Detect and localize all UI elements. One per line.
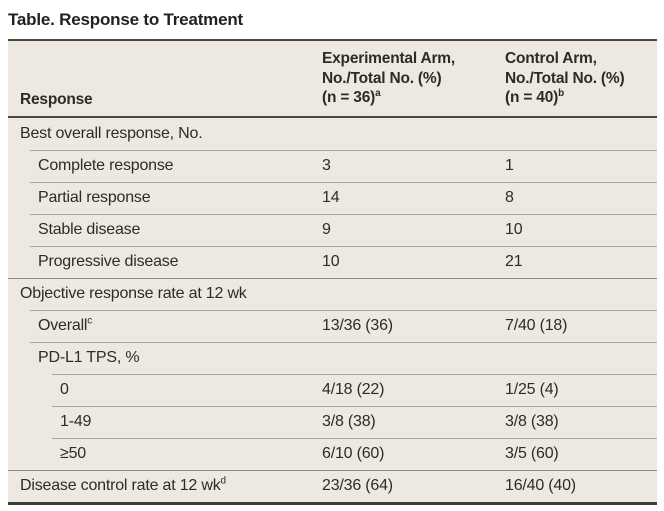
- control-value-cell: 7/40 (18): [505, 317, 568, 334]
- header-line: Control Arm,: [505, 50, 597, 67]
- header-line: No./Total No. (%): [505, 69, 625, 87]
- control-value-cell: 1/25 (4): [505, 381, 559, 398]
- experimental-value-cell: 23/36 (64): [322, 477, 393, 494]
- control-value-cell: [505, 278, 657, 310]
- row-label: 1-49: [60, 413, 92, 430]
- header-line: No./Total No. (%): [322, 69, 442, 87]
- table-section-row: PD-L1 TPS, %: [8, 342, 657, 374]
- table-row: 0 4/18 (22) 1/25 (4): [8, 374, 657, 406]
- table-row: Overallc 13/36 (36) 7/40 (18): [8, 310, 657, 342]
- header-line: Experimental Arm,: [322, 50, 455, 67]
- table-body: Best overall response, No. Complete respo…: [8, 118, 657, 505]
- control-value-cell: 1: [505, 157, 514, 174]
- table-row: ≥50 6/10 (60) 3/5 (60): [8, 438, 657, 470]
- footnote-marker: a: [375, 87, 381, 99]
- table-row: Stable disease 9 10: [8, 214, 657, 246]
- control-value-cell: [505, 342, 657, 374]
- row-label: Overallc: [38, 315, 93, 334]
- control-value-cell: 16/40 (40): [505, 477, 576, 494]
- experimental-value-cell: 6/10 (60): [322, 445, 385, 462]
- row-label: ≥50: [60, 445, 86, 462]
- row-label: 0: [60, 381, 69, 398]
- table-row: Partial response 14 8: [8, 182, 657, 214]
- control-value-cell: [505, 118, 657, 150]
- experimental-value-cell: [322, 342, 505, 374]
- experimental-value-cell: [322, 118, 505, 150]
- footnote-marker: c: [87, 315, 93, 327]
- header-response-column: Response: [20, 90, 93, 108]
- footnote-marker: b: [558, 87, 565, 99]
- row-label: Complete response: [38, 157, 174, 174]
- control-value-cell: 10: [505, 221, 523, 238]
- header-line: (n = 40)b: [505, 87, 565, 106]
- table-row: Disease control rate at 12 wkd 23/36 (64)…: [8, 470, 657, 502]
- row-label: Disease control rate at 12 wkd: [20, 475, 227, 494]
- row-label: Objective response rate at 12 wk: [20, 285, 247, 302]
- row-label: Progressive disease: [38, 253, 179, 270]
- response-table: Response Experimental Arm, No./Total No. …: [8, 39, 657, 505]
- table-section-row: Best overall response, No.: [8, 118, 657, 150]
- experimental-value-cell: 3: [322, 157, 331, 174]
- header-line: (n = 36)a: [322, 87, 381, 106]
- row-label: Best overall response, No.: [20, 125, 203, 142]
- table-title: Table. Response to Treatment: [8, 10, 243, 29]
- control-value-cell: 21: [505, 253, 523, 270]
- table-section-row: Objective response rate at 12 wk: [8, 278, 657, 310]
- experimental-value-cell: 13/36 (36): [322, 317, 393, 334]
- experimental-value-cell: 9: [322, 221, 331, 238]
- experimental-value-cell: 4/18 (22): [322, 381, 385, 398]
- control-value-cell: 3/8 (38): [505, 413, 559, 430]
- experimental-value-cell: [322, 278, 505, 310]
- footnote-marker: d: [220, 475, 227, 487]
- row-label: PD-L1 TPS, %: [38, 349, 140, 366]
- experimental-value-cell: 10: [322, 253, 340, 270]
- header-experimental-arm-column: Experimental Arm, No./Total No. (%) (n = 3…: [322, 49, 505, 109]
- table-row: Complete response 3 1: [8, 150, 657, 182]
- row-label: Stable disease: [38, 221, 141, 238]
- table-header-row: Response Experimental Arm, No./Total No. …: [8, 41, 657, 118]
- control-value-cell: 8: [505, 189, 514, 206]
- experimental-value-cell: 14: [322, 189, 340, 206]
- control-value-cell: 3/5 (60): [505, 445, 559, 462]
- header-control-arm-column: Control Arm, No./Total No. (%) (n = 40)b: [505, 49, 657, 109]
- table-row: Progressive disease 10 21: [8, 246, 657, 278]
- experimental-value-cell: 3/8 (38): [322, 413, 376, 430]
- table-row: 1-49 3/8 (38) 3/8 (38): [8, 406, 657, 438]
- row-label: Partial response: [38, 189, 151, 206]
